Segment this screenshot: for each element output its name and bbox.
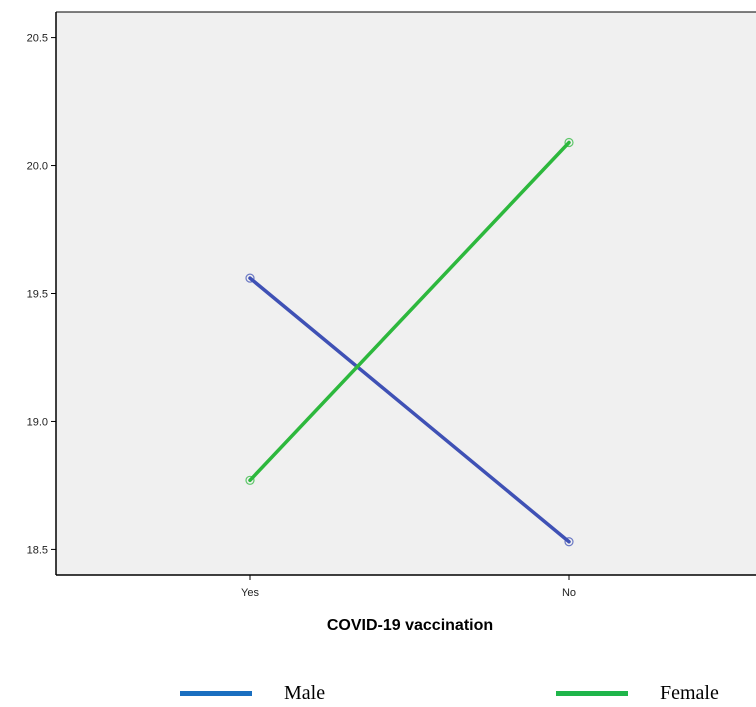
series-line-female bbox=[248, 140, 571, 483]
legend-label-male: Male bbox=[284, 682, 326, 704]
data-point-male bbox=[245, 273, 255, 283]
x-axis-title: COVID-19 vaccination bbox=[327, 617, 493, 634]
series-layer bbox=[245, 137, 574, 547]
legend: Male Female bbox=[0, 676, 756, 707]
legend-item-male: Male bbox=[180, 682, 325, 705]
x-tick-label: No bbox=[562, 587, 576, 599]
data-point-male bbox=[564, 537, 574, 547]
y-tick-label: 20.0 bbox=[27, 161, 48, 173]
data-point-female bbox=[564, 137, 574, 148]
x-tick-label: Yes bbox=[241, 587, 259, 599]
y-tick-label: 20.5 bbox=[27, 33, 48, 45]
data-point-female bbox=[245, 475, 255, 485]
y-tick-label: 19.5 bbox=[27, 289, 48, 301]
y-tick-label: 19.0 bbox=[27, 416, 48, 428]
legend-label-female: Female bbox=[660, 682, 719, 704]
y-tick-label: 18.5 bbox=[27, 544, 48, 556]
plot-area bbox=[56, 12, 756, 575]
legend-item-female: Female bbox=[556, 682, 719, 705]
series-line-male bbox=[248, 276, 571, 544]
axes: 18.5 19.0 19.5 20.0 20.5 Yes No bbox=[27, 11, 756, 599]
legend-swatch-male bbox=[180, 691, 252, 696]
chart: 18.5 19.0 19.5 20.0 20.5 Yes No COVID-19 vacci… bbox=[27, 11, 756, 634]
legend-swatch-female bbox=[556, 691, 628, 696]
